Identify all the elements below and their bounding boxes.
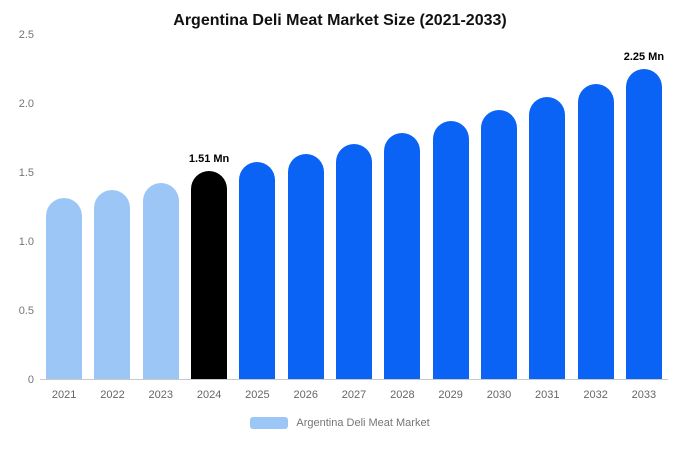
x-tick-label: 2026: [293, 389, 318, 401]
chart-title: Argentina Deli Meat Market Size (2021-20…: [173, 12, 507, 29]
legend-swatch: [250, 417, 289, 429]
bar-2031[interactable]: [529, 97, 566, 379]
bar-2028[interactable]: [384, 133, 421, 379]
x-tick-label: 2029: [438, 389, 463, 401]
y-tick-label: 2.0: [18, 98, 34, 110]
legend-label: Argentina Deli Meat Market: [296, 417, 430, 429]
bar-slot: [427, 34, 475, 379]
y-tick-label: 0: [27, 374, 34, 386]
bar-2027[interactable]: [336, 144, 373, 379]
x-tick-label: 2033: [631, 389, 657, 401]
x-tick-label: 2032: [583, 389, 608, 401]
bar-slot: 1.51 Mn: [185, 34, 233, 379]
bar-slot: [523, 34, 571, 379]
y-tick-label: 0.5: [18, 305, 34, 317]
plot: 1.51 Mn 2.25 Mn: [40, 34, 668, 380]
bar-2021[interactable]: [46, 198, 83, 379]
bars: 1.51 Mn 2.25 Mn: [40, 34, 668, 379]
y-tick-label: 2.5: [18, 29, 34, 41]
bar-2023[interactable]: [142, 183, 179, 379]
x-tick-label: 2024: [196, 389, 222, 401]
bar-slot: [88, 34, 136, 379]
bar-value-label: 2.25 Mn: [623, 50, 665, 63]
bar-2030[interactable]: [480, 109, 517, 379]
legend[interactable]: Argentina Deli Meat Market: [12, 417, 668, 429]
bar-2033[interactable]: [625, 68, 662, 379]
y-tick-label: 1.0: [18, 236, 34, 248]
x-tick-label: 2022: [100, 389, 125, 401]
bar-slot: [282, 34, 330, 379]
bar-2029[interactable]: [432, 120, 469, 379]
x-tick-label: 2027: [341, 389, 367, 401]
bar-slot: [233, 34, 281, 379]
x-tick-label: 2025: [245, 389, 270, 401]
plot-area: 0 0.5 1.0 1.5 2.0 2.5 1.51 Mn 2.25 Mn: [12, 29, 668, 386]
bar-value-label: 1.51 Mn: [188, 152, 230, 165]
bar-slot: [378, 34, 426, 379]
bar-slot: [137, 34, 185, 379]
x-tick-label: 2023: [148, 389, 174, 401]
bar-slot: 2.25 Mn: [620, 34, 668, 379]
x-tick-label: 2030: [486, 389, 512, 401]
x-tick-label: 2021: [51, 389, 77, 401]
y-tick-label: 1.5: [18, 167, 34, 179]
bar-2025[interactable]: [239, 162, 276, 379]
bar-2026[interactable]: [287, 154, 324, 379]
bar-2032[interactable]: [577, 83, 614, 379]
bar-2022[interactable]: [94, 189, 131, 379]
x-axis: 2021 2022 2023 2024 2025 2026 2027 2028 2029 2030…: [40, 380, 668, 401]
x-tick-label: 2028: [390, 389, 415, 401]
bar-slot: [330, 34, 378, 379]
bar-2024[interactable]: [191, 170, 228, 379]
bar-slot: [475, 34, 523, 379]
x-tick-label: 2031: [535, 389, 560, 401]
bar-slot: [40, 34, 88, 379]
bar-slot: [571, 34, 619, 379]
y-axis: 0 0.5 1.0 1.5 2.0 2.5: [12, 29, 40, 386]
